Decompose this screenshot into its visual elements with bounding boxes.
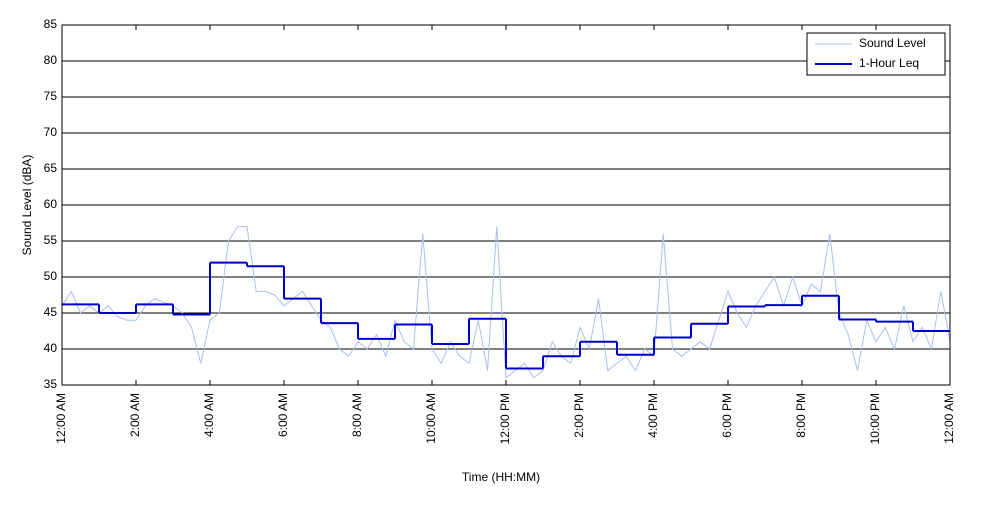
y-tick-label: 70: [44, 125, 58, 139]
y-axis-label: Sound Level (dBA): [20, 155, 34, 256]
plot-frame: [61, 24, 951, 386]
x-tick-label: 12:00 AM: [942, 393, 956, 444]
y-tick-label: 65: [44, 161, 58, 175]
x-tick-label: 12:00 AM: [54, 393, 68, 444]
x-tick-label: 4:00 PM: [646, 393, 660, 438]
y-tick-label: 80: [44, 53, 58, 67]
y-tick-label: 50: [44, 269, 58, 283]
x-tick-label: 6:00 AM: [276, 393, 290, 437]
x-tick-label: 2:00 AM: [128, 393, 142, 437]
x-tick-label: 12:00 PM: [498, 393, 512, 444]
y-tick-label: 85: [44, 17, 58, 31]
legend-label: 1-Hour Leq: [859, 56, 919, 70]
x-tick-label: 8:00 AM: [350, 393, 364, 437]
y-tick-label: 55: [44, 233, 58, 247]
x-tick-label: 6:00 PM: [720, 393, 734, 438]
legend: [806, 32, 946, 76]
x-tick-label: 4:00 AM: [202, 393, 216, 437]
y-tick-label: 75: [44, 89, 58, 103]
x-tick-label: 8:00 PM: [794, 393, 808, 438]
y-tick-label: 35: [44, 377, 58, 391]
y-tick-label: 45: [44, 305, 58, 319]
y-tick-label: 40: [44, 341, 58, 355]
x-tick-label: 10:00 PM: [868, 393, 882, 444]
x-tick-label: 2:00 PM: [572, 393, 586, 438]
y-tick-label: 60: [44, 197, 58, 211]
x-tick-label: 10:00 AM: [424, 393, 438, 444]
x-axis-label: Time (HH:MM): [462, 470, 540, 484]
legend-label: Sound Level: [859, 36, 926, 50]
